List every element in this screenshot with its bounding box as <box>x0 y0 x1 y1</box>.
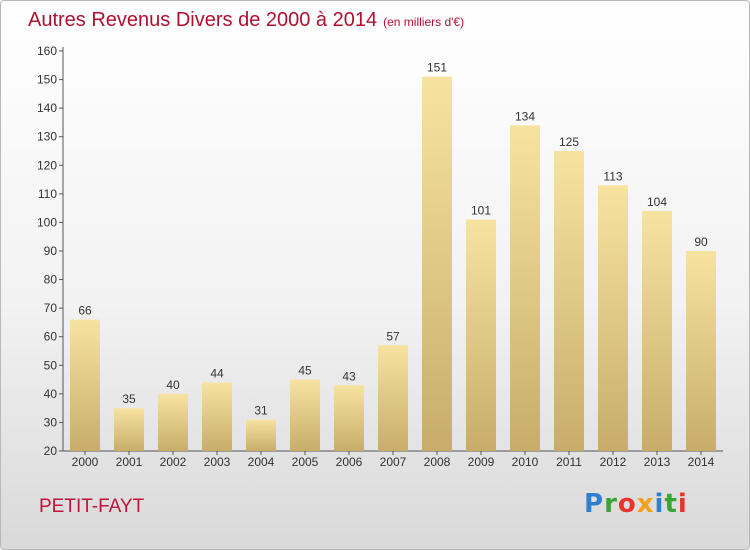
x-tick-label: 2010 <box>512 455 539 469</box>
data-label: 40 <box>166 378 180 392</box>
logo-letter: t <box>664 489 678 519</box>
bar <box>246 419 276 451</box>
y-tick-label: 70 <box>44 301 58 315</box>
y-tick-label: 150 <box>37 73 57 87</box>
x-tick-label: 2014 <box>688 455 715 469</box>
logo-letter: o <box>617 489 637 519</box>
data-label: 45 <box>298 364 312 378</box>
x-tick-label: 2003 <box>204 455 231 469</box>
x-tick-label: 2000 <box>72 455 99 469</box>
y-tick-label: 100 <box>37 215 57 229</box>
data-label: 66 <box>78 304 92 318</box>
x-tick-label: 2011 <box>556 455 582 469</box>
bar <box>510 125 540 452</box>
x-tick-label: 2007 <box>380 455 407 469</box>
y-tick-label: 120 <box>37 158 57 172</box>
y-tick-label: 30 <box>44 415 58 429</box>
logo-letter: i <box>677 489 688 519</box>
y-tick-label: 50 <box>44 358 58 372</box>
x-tick-label: 2012 <box>600 455 627 469</box>
logo-letter: x <box>636 489 655 519</box>
data-label: 101 <box>471 204 491 218</box>
y-tick-label: 20 <box>44 444 58 458</box>
logo-letter: P <box>584 489 605 519</box>
bar <box>422 76 452 451</box>
proxiti-logo[interactable]: Proxiti <box>584 489 688 519</box>
chart-subtitle: (en milliers d'€) <box>383 15 465 29</box>
bar <box>642 211 672 451</box>
bar <box>70 319 100 451</box>
data-label: 134 <box>515 109 535 123</box>
x-tick-label: 2005 <box>292 455 319 469</box>
x-tick-label: 2002 <box>160 455 187 469</box>
bar <box>378 345 408 451</box>
data-label: 104 <box>647 195 667 209</box>
y-tick-label: 90 <box>44 244 58 258</box>
x-tick-label: 2001 <box>116 455 143 469</box>
bar <box>334 385 364 451</box>
data-label: 113 <box>603 169 622 183</box>
logo-letter: r <box>604 489 618 519</box>
data-label: 151 <box>427 61 447 75</box>
x-tick-label: 2008 <box>424 455 451 469</box>
y-tick-label: 160 <box>37 44 57 58</box>
bar <box>686 251 716 451</box>
chart-title: Autres Revenus Divers de 2000 à 2014 (en … <box>28 9 464 32</box>
data-label: 125 <box>559 135 579 149</box>
data-label: 57 <box>386 329 400 343</box>
y-tick-label: 40 <box>44 387 58 401</box>
logo-letter: i <box>654 489 665 519</box>
bar <box>466 219 496 451</box>
x-tick-label: 2006 <box>336 455 363 469</box>
commune-name: PETIT-FAYT <box>39 496 145 517</box>
bar <box>290 379 320 451</box>
y-tick-label: 140 <box>37 101 57 115</box>
data-label: 35 <box>122 392 136 406</box>
bars: 66 35 40 44 31 45 43 57 151 101 134 125 113 104 90 <box>70 61 716 452</box>
y-tick-label: 60 <box>44 330 58 344</box>
y-tick-label: 110 <box>38 187 57 201</box>
x-tick-label: 2013 <box>644 455 671 469</box>
y-tick-label: 130 <box>37 130 57 144</box>
x-tick-label: 2009 <box>468 455 495 469</box>
bar <box>554 151 584 451</box>
bar <box>158 393 188 451</box>
data-label: 90 <box>694 235 708 249</box>
title-text: Autres Revenus Divers de 2000 à 2014 <box>28 9 378 31</box>
data-label: 44 <box>210 366 224 380</box>
bar <box>598 185 628 452</box>
bar <box>202 382 232 451</box>
data-label: 43 <box>342 369 356 383</box>
bar-chart: 20 30 40 50 60 70 80 90 100 110 120 130 140 150 160 200… <box>37 44 723 469</box>
bar <box>114 408 144 451</box>
x-tick-label: 2004 <box>248 455 275 469</box>
data-label: 31 <box>254 404 268 418</box>
y-tick-label: 80 <box>44 273 58 287</box>
